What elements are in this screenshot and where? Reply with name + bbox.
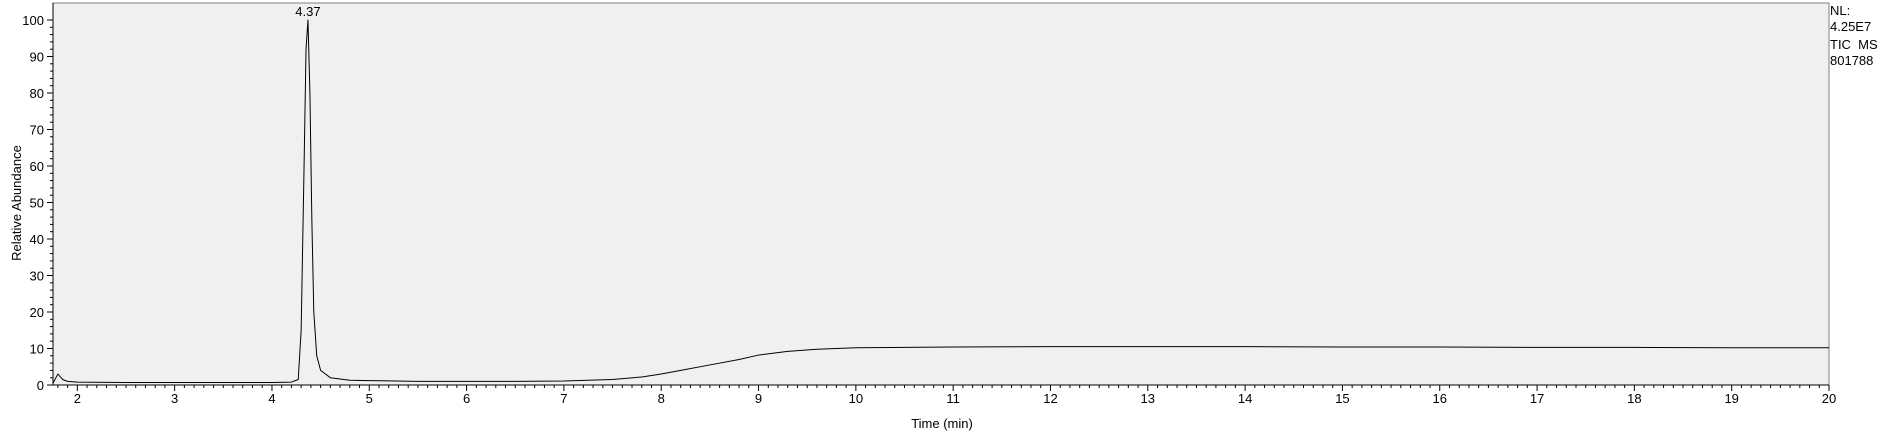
y-tick-label: 30 bbox=[30, 269, 44, 284]
x-tick-label: 5 bbox=[366, 391, 373, 406]
y-tick-label: 90 bbox=[30, 50, 44, 65]
nl-value: 4.25E7 bbox=[1830, 19, 1872, 34]
y-tick-label: 50 bbox=[30, 196, 44, 211]
y-tick-label: 70 bbox=[30, 123, 44, 138]
y-tick-label: 40 bbox=[30, 232, 44, 247]
x-tick-label: 10 bbox=[849, 391, 863, 406]
x-tick-label: 15 bbox=[1335, 391, 1349, 406]
nl-label: NL: bbox=[1830, 3, 1851, 18]
x-tick-label: 4 bbox=[268, 391, 275, 406]
peak-label: 4.37 bbox=[295, 4, 320, 19]
y-tick-label: 20 bbox=[30, 305, 44, 320]
x-tick-label: 2 bbox=[74, 391, 81, 406]
x-tick-label: 9 bbox=[755, 391, 762, 406]
y-tick-label: 0 bbox=[37, 378, 44, 393]
y-tick-label: 80 bbox=[30, 86, 44, 101]
plot-background bbox=[52, 2, 1830, 386]
x-tick-label: 6 bbox=[463, 391, 470, 406]
x-tick-label: 17 bbox=[1530, 391, 1544, 406]
x-tick-label: 16 bbox=[1433, 391, 1447, 406]
trace-layer bbox=[52, 19, 1829, 384]
tic-trace bbox=[52, 19, 1829, 384]
x-tick-label: 3 bbox=[171, 391, 178, 406]
x-tick-label: 7 bbox=[560, 391, 567, 406]
x-axis-title: Time (min) bbox=[911, 416, 973, 431]
x-tick-label: 19 bbox=[1724, 391, 1738, 406]
y-tick-label: 10 bbox=[30, 342, 44, 357]
peak-label-layer: 4.37 bbox=[295, 4, 320, 19]
file-name-label: 801788 bbox=[1830, 53, 1874, 68]
x-tick-label: 11 bbox=[946, 391, 960, 406]
y-tick-label: 100 bbox=[22, 13, 44, 28]
y-tick-label: 60 bbox=[30, 159, 44, 174]
x-tick-label: 18 bbox=[1627, 391, 1641, 406]
y-axis: 0 10 20 30 40 50 60 70 80 90 100 bbox=[22, 3, 54, 393]
x-tick-label: 13 bbox=[1141, 391, 1155, 406]
y-axis-title: Relative Abundance bbox=[9, 145, 24, 261]
x-tick-label: 8 bbox=[658, 391, 665, 406]
x-tick-label: 14 bbox=[1238, 391, 1252, 406]
scan-type-label: TIC MS bbox=[1830, 37, 1878, 52]
x-axis: 2 3 4 5 6 7 8 9 10 11 12 13 14 15 16 17 18 19 20 bbox=[53, 384, 1836, 406]
x-tick-label: 20 bbox=[1822, 391, 1836, 406]
x-tick-label: 12 bbox=[1043, 391, 1057, 406]
